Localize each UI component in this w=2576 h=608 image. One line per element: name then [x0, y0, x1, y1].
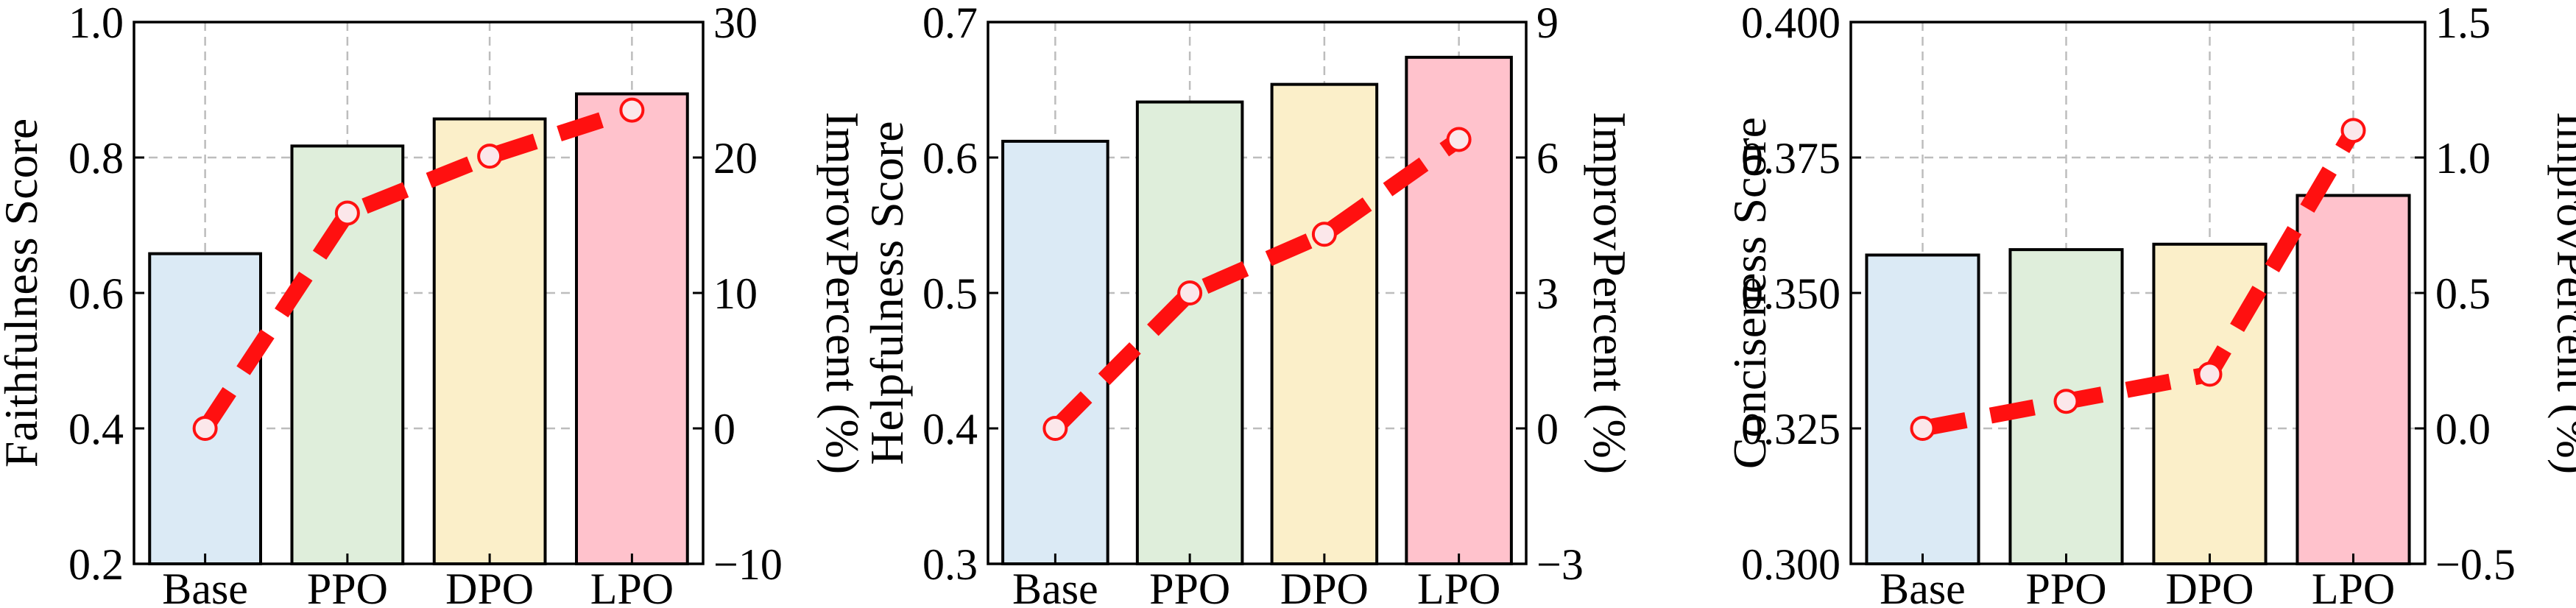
y-axis-label-left: Faithfulness Score — [0, 119, 47, 468]
improv-marker-dpo — [1311, 222, 1337, 247]
y-tick-label-right: −3 — [1536, 540, 1584, 589]
y-tick-label-left: 1.0 — [68, 0, 124, 47]
bar-lpo — [575, 92, 689, 565]
chart-panel-1: 0.2 0.4 0.6 0.8 1.0 −10 0 10 20 30 Base PPO DPO LPO Fa… — [0, 0, 869, 608]
x-tick-label: LPO — [590, 565, 674, 608]
y-tick-label-left: 0.3 — [922, 540, 978, 589]
y-tick-label-right: 1.0 — [2435, 134, 2491, 183]
y-tick-label-left: 0.300 — [1741, 540, 1841, 589]
x-tick-label: PPO — [2025, 565, 2106, 608]
y-tick-label-right: 30 — [713, 0, 758, 47]
improv-marker-lpo — [2340, 118, 2366, 144]
improv-marker-base — [192, 416, 218, 441]
y-tick-label-left: 0.400 — [1741, 0, 1841, 47]
y-tick-label-right: 0 — [1536, 405, 1559, 453]
x-tick-label: DPO — [445, 565, 534, 608]
y-tick-label-right: 0 — [713, 405, 735, 453]
improv-marker-ppo — [2053, 389, 2079, 414]
y-tick-label-left: 0.325 — [1741, 405, 1841, 453]
y-tick-label-left: 0.350 — [1741, 269, 1841, 318]
improv-percent-line — [1921, 126, 2360, 436]
improv-percent-line — [198, 102, 635, 434]
y-axis-label-right: ImprovPercent (%) — [816, 112, 869, 474]
y-tick-label-left: 0.4 — [922, 405, 978, 453]
x-tick-label: DPO — [1280, 565, 1369, 608]
improv-marker-base — [1910, 416, 1935, 441]
bar-base — [1001, 139, 1109, 566]
y-tick-label-right: −10 — [713, 540, 783, 589]
improv-marker-lpo — [1446, 127, 1472, 152]
y-tick-label-right: 6 — [1536, 134, 1559, 183]
x-tick-label: LPO — [1417, 565, 1500, 608]
x-tick-label: PPO — [307, 565, 388, 608]
y-tick-label-right: 1.5 — [2435, 0, 2491, 47]
y-axis-label-left: Helpfulness Score — [861, 121, 913, 464]
improv-percent-line — [1049, 132, 1464, 434]
x-tick-label: Base — [1880, 565, 1966, 608]
chart-panel-3: 0.300 0.325 0.350 0.375 0.400 −0.5 0.0 0.5 1.0 1.… — [1723, 0, 2576, 608]
bar-base — [148, 252, 262, 565]
y-tick-label-left: 0.8 — [68, 134, 124, 183]
y-tick-label-right: 9 — [1536, 0, 1559, 47]
y-tick-label-left: 0.5 — [922, 269, 978, 318]
y-tick-label-left: 0.6 — [68, 269, 124, 318]
x-tick-label: DPO — [2165, 565, 2254, 608]
y-tick-label-right: −0.5 — [2435, 540, 2516, 589]
y-axis-label-left: Conciseness Score — [1723, 117, 1776, 469]
improv-marker-lpo — [619, 97, 645, 123]
y-tick-label-right: 3 — [1536, 269, 1559, 318]
y-tick-label-right: 20 — [713, 134, 758, 183]
y-tick-label-left: 0.2 — [68, 540, 124, 589]
y-tick-label-left: 0.6 — [922, 134, 978, 183]
y-tick-label-left: 0.375 — [1741, 134, 1841, 183]
bar-ppo — [1135, 100, 1244, 565]
y-axis-label-right: ImprovPercent (%) — [1584, 112, 1636, 474]
x-tick-label: Base — [1012, 565, 1098, 608]
improv-marker-dpo — [477, 144, 503, 169]
bar-base — [1865, 253, 1980, 565]
x-tick-label: LPO — [2312, 565, 2395, 608]
improv-marker-dpo — [2197, 361, 2223, 387]
y-axis-label-right: ImprovPercent (%) — [2547, 112, 2576, 474]
x-tick-label: Base — [162, 565, 248, 608]
bar-dpo — [432, 117, 547, 565]
y-tick-label-right: 0.5 — [2435, 269, 2491, 318]
y-tick-label-right: 10 — [713, 269, 758, 318]
bar-lpo — [2296, 194, 2411, 565]
y-tick-label-left: 0.4 — [68, 405, 124, 453]
y-tick-label-left: 0.7 — [922, 0, 978, 47]
improv-marker-base — [1042, 416, 1068, 441]
bar-dpo — [1270, 82, 1379, 565]
x-tick-label: PPO — [1149, 565, 1230, 608]
improv-marker-ppo — [334, 200, 360, 226]
y-tick-label-right: 0.0 — [2435, 405, 2491, 453]
improv-marker-ppo — [1177, 280, 1203, 305]
chart-panel-2: 0.3 0.4 0.5 0.6 0.7 −3 0 3 6 9 Base PPO DPO LPO Helpfu… — [861, 0, 1636, 608]
